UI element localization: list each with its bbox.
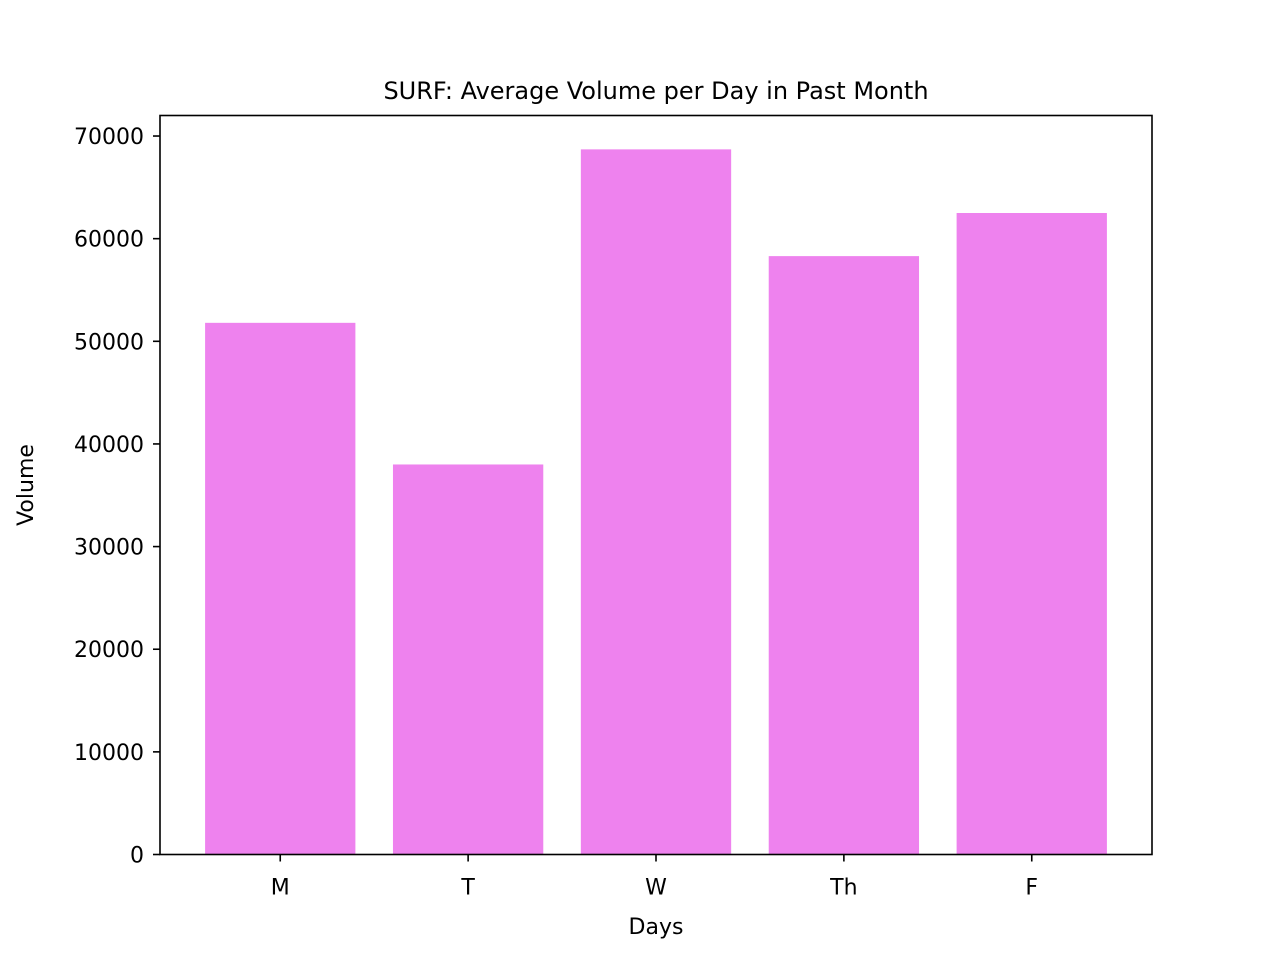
y-tick-label: 60000: [74, 228, 144, 253]
bar-m: [205, 322, 356, 855]
y-tick-label: 0: [130, 844, 144, 869]
y-axis-ticks: 0 10000 20000 30000 40000 50000 60000 70000: [74, 125, 160, 869]
x-axis-ticks: M T W Th F: [271, 854, 1038, 901]
bar-f: [956, 213, 1107, 855]
bar-t: [392, 464, 544, 855]
chart-title: SURF: Average Volume per Day in Past Mon…: [383, 77, 928, 105]
y-tick-label: 70000: [74, 125, 144, 150]
x-axis-label: Days: [629, 915, 684, 940]
x-tick-label-f: F: [1025, 876, 1038, 901]
y-tick-label: 20000: [74, 638, 144, 663]
y-tick-label: 10000: [74, 741, 144, 766]
x-tick-label-th: Th: [829, 876, 857, 901]
x-tick-label-w: W: [645, 876, 667, 901]
bar-th: [768, 256, 920, 855]
y-axis-label: Volume: [14, 444, 39, 526]
bars-group: [205, 149, 1107, 855]
y-tick-label: 30000: [74, 536, 144, 561]
y-tick-label: 50000: [74, 330, 144, 355]
x-tick-label-m: M: [271, 876, 290, 901]
y-tick-label: 40000: [74, 433, 144, 458]
x-tick-label-t: T: [460, 876, 475, 901]
bar-w: [580, 149, 732, 855]
plot-area-frame: [159, 114, 1153, 856]
